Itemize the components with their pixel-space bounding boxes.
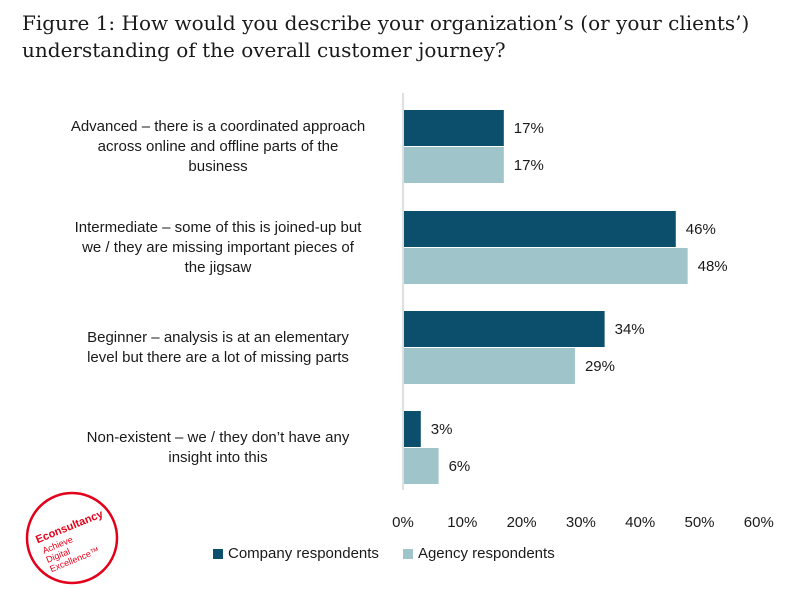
category-label-1: Intermediate – some of this is joined-up… [53, 218, 383, 278]
x-tick-label: 40% [625, 514, 655, 531]
legend-swatch-company [213, 548, 223, 559]
legend-label-agency: Agency respondents [417, 545, 555, 562]
bar-company-1 [404, 211, 676, 247]
bar-agency-1 [404, 248, 688, 284]
x-tick-label: 50% [684, 514, 714, 531]
data-label-agency-1: 48% [698, 258, 728, 275]
data-label-company-0: 17% [514, 120, 544, 137]
category-label-line: across online and offline parts of the [97, 137, 339, 155]
bar-agency-0 [404, 147, 504, 183]
category-label-3: Non-existent – we / they don’t have any i… [53, 428, 383, 468]
category-label-line: insight into this [168, 448, 268, 466]
category-label-2: Beginner – analysis is at an elementary l… [53, 328, 383, 368]
legend-swatch-agency [402, 548, 413, 559]
x-tick-label: 10% [447, 514, 477, 531]
category-label-line: Non-existent – we / they don’t have any [86, 428, 350, 446]
legend-item-company: Company respondents [213, 545, 379, 562]
category-label-line: the jigsaw [184, 258, 252, 276]
x-tick-label: 20% [507, 514, 537, 531]
chart-title: Figure 1: How would you describe your or… [22, 10, 782, 64]
bar-agency-2 [404, 348, 575, 384]
bar-agency-3 [404, 448, 439, 484]
legend-label-company: Company respondents [228, 545, 379, 562]
x-tick-label: 0% [392, 514, 414, 531]
x-tick-label: 60% [744, 514, 774, 531]
data-label-agency-3: 6% [449, 458, 471, 475]
bar-company-0 [404, 110, 504, 146]
data-label-company-2: 34% [615, 321, 645, 338]
category-label-line: Advanced – there is a coordinated approa… [70, 117, 366, 135]
category-label-line: level but there are a lot of missing par… [87, 348, 349, 366]
data-label-agency-0: 17% [514, 157, 544, 174]
bar-company-3 [404, 411, 421, 447]
category-label-0: Advanced – there is a coordinated approa… [53, 117, 383, 177]
x-tick-label: 30% [566, 514, 596, 531]
legend: Company respondents Agency respondents [213, 545, 579, 562]
data-label-company-1: 46% [686, 221, 716, 238]
category-label-line: Intermediate – some of this is joined-up… [74, 218, 362, 236]
data-label-agency-2: 29% [585, 358, 615, 375]
econsultancy-logo: Econsultancy Achieve Digital Excellence™ [25, 491, 119, 585]
category-label-line: Beginner – analysis is at an elementary [87, 328, 349, 346]
legend-item-agency: Agency respondents [402, 545, 555, 562]
category-label-line: we / they are missing important pieces o… [82, 238, 354, 256]
category-label-line: business [188, 157, 248, 175]
bar-company-2 [404, 311, 605, 347]
chart-title-line-2: understanding of the overall customer jo… [22, 38, 506, 62]
data-label-company-3: 3% [431, 421, 453, 438]
chart-title-line-1: Figure 1: How would you describe your or… [22, 11, 750, 35]
